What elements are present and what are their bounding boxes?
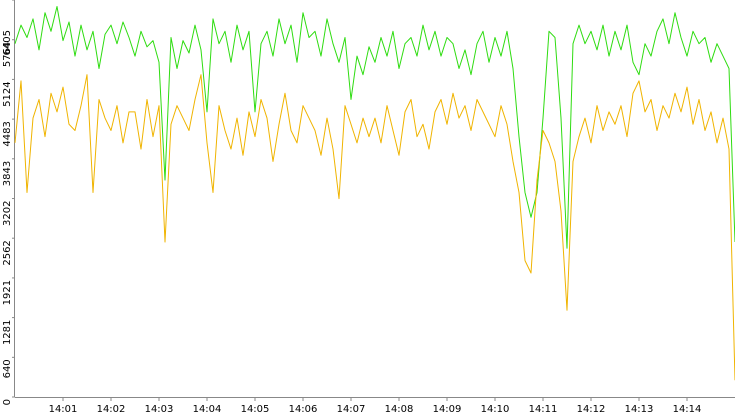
x-tick-label: 14:10: [481, 404, 510, 415]
series-line: [14, 74, 735, 381]
series-line: [14, 6, 735, 249]
x-tick-label: 14:03: [145, 404, 174, 415]
x-tick-label: 14:12: [577, 404, 606, 415]
y-tick-label: 3843: [2, 161, 13, 186]
x-tick-label: 14:13: [625, 404, 654, 415]
y-tick-label: 4483: [2, 121, 13, 146]
x-tick-label: 14:02: [97, 404, 126, 415]
y-tick-label: 5764: [2, 42, 13, 67]
y-tick-label: 3202: [2, 201, 13, 226]
y-tick-label: 5124: [2, 81, 13, 106]
y-tick-label: 640: [2, 359, 13, 378]
x-tick-label: 14:11: [529, 404, 558, 415]
x-tick-label: 14:09: [433, 404, 462, 415]
x-tick-label: 14:06: [289, 404, 318, 415]
y-tick-label: 2562: [2, 240, 13, 265]
x-tick-label: 14:14: [673, 404, 702, 415]
x-tick-label: 14:08: [385, 404, 414, 415]
x-tick-label: 14:07: [337, 404, 366, 415]
x-tick-label: 14:01: [49, 404, 78, 415]
x-tick-label: 14:05: [241, 404, 270, 415]
y-tick-label: 1281: [2, 320, 13, 345]
y-tick-label: 6405: [2, 30, 13, 55]
x-tick-label: 14:04: [193, 404, 222, 415]
y-tick-label: 1921: [2, 280, 13, 305]
y-tick-label: 0: [2, 399, 13, 405]
